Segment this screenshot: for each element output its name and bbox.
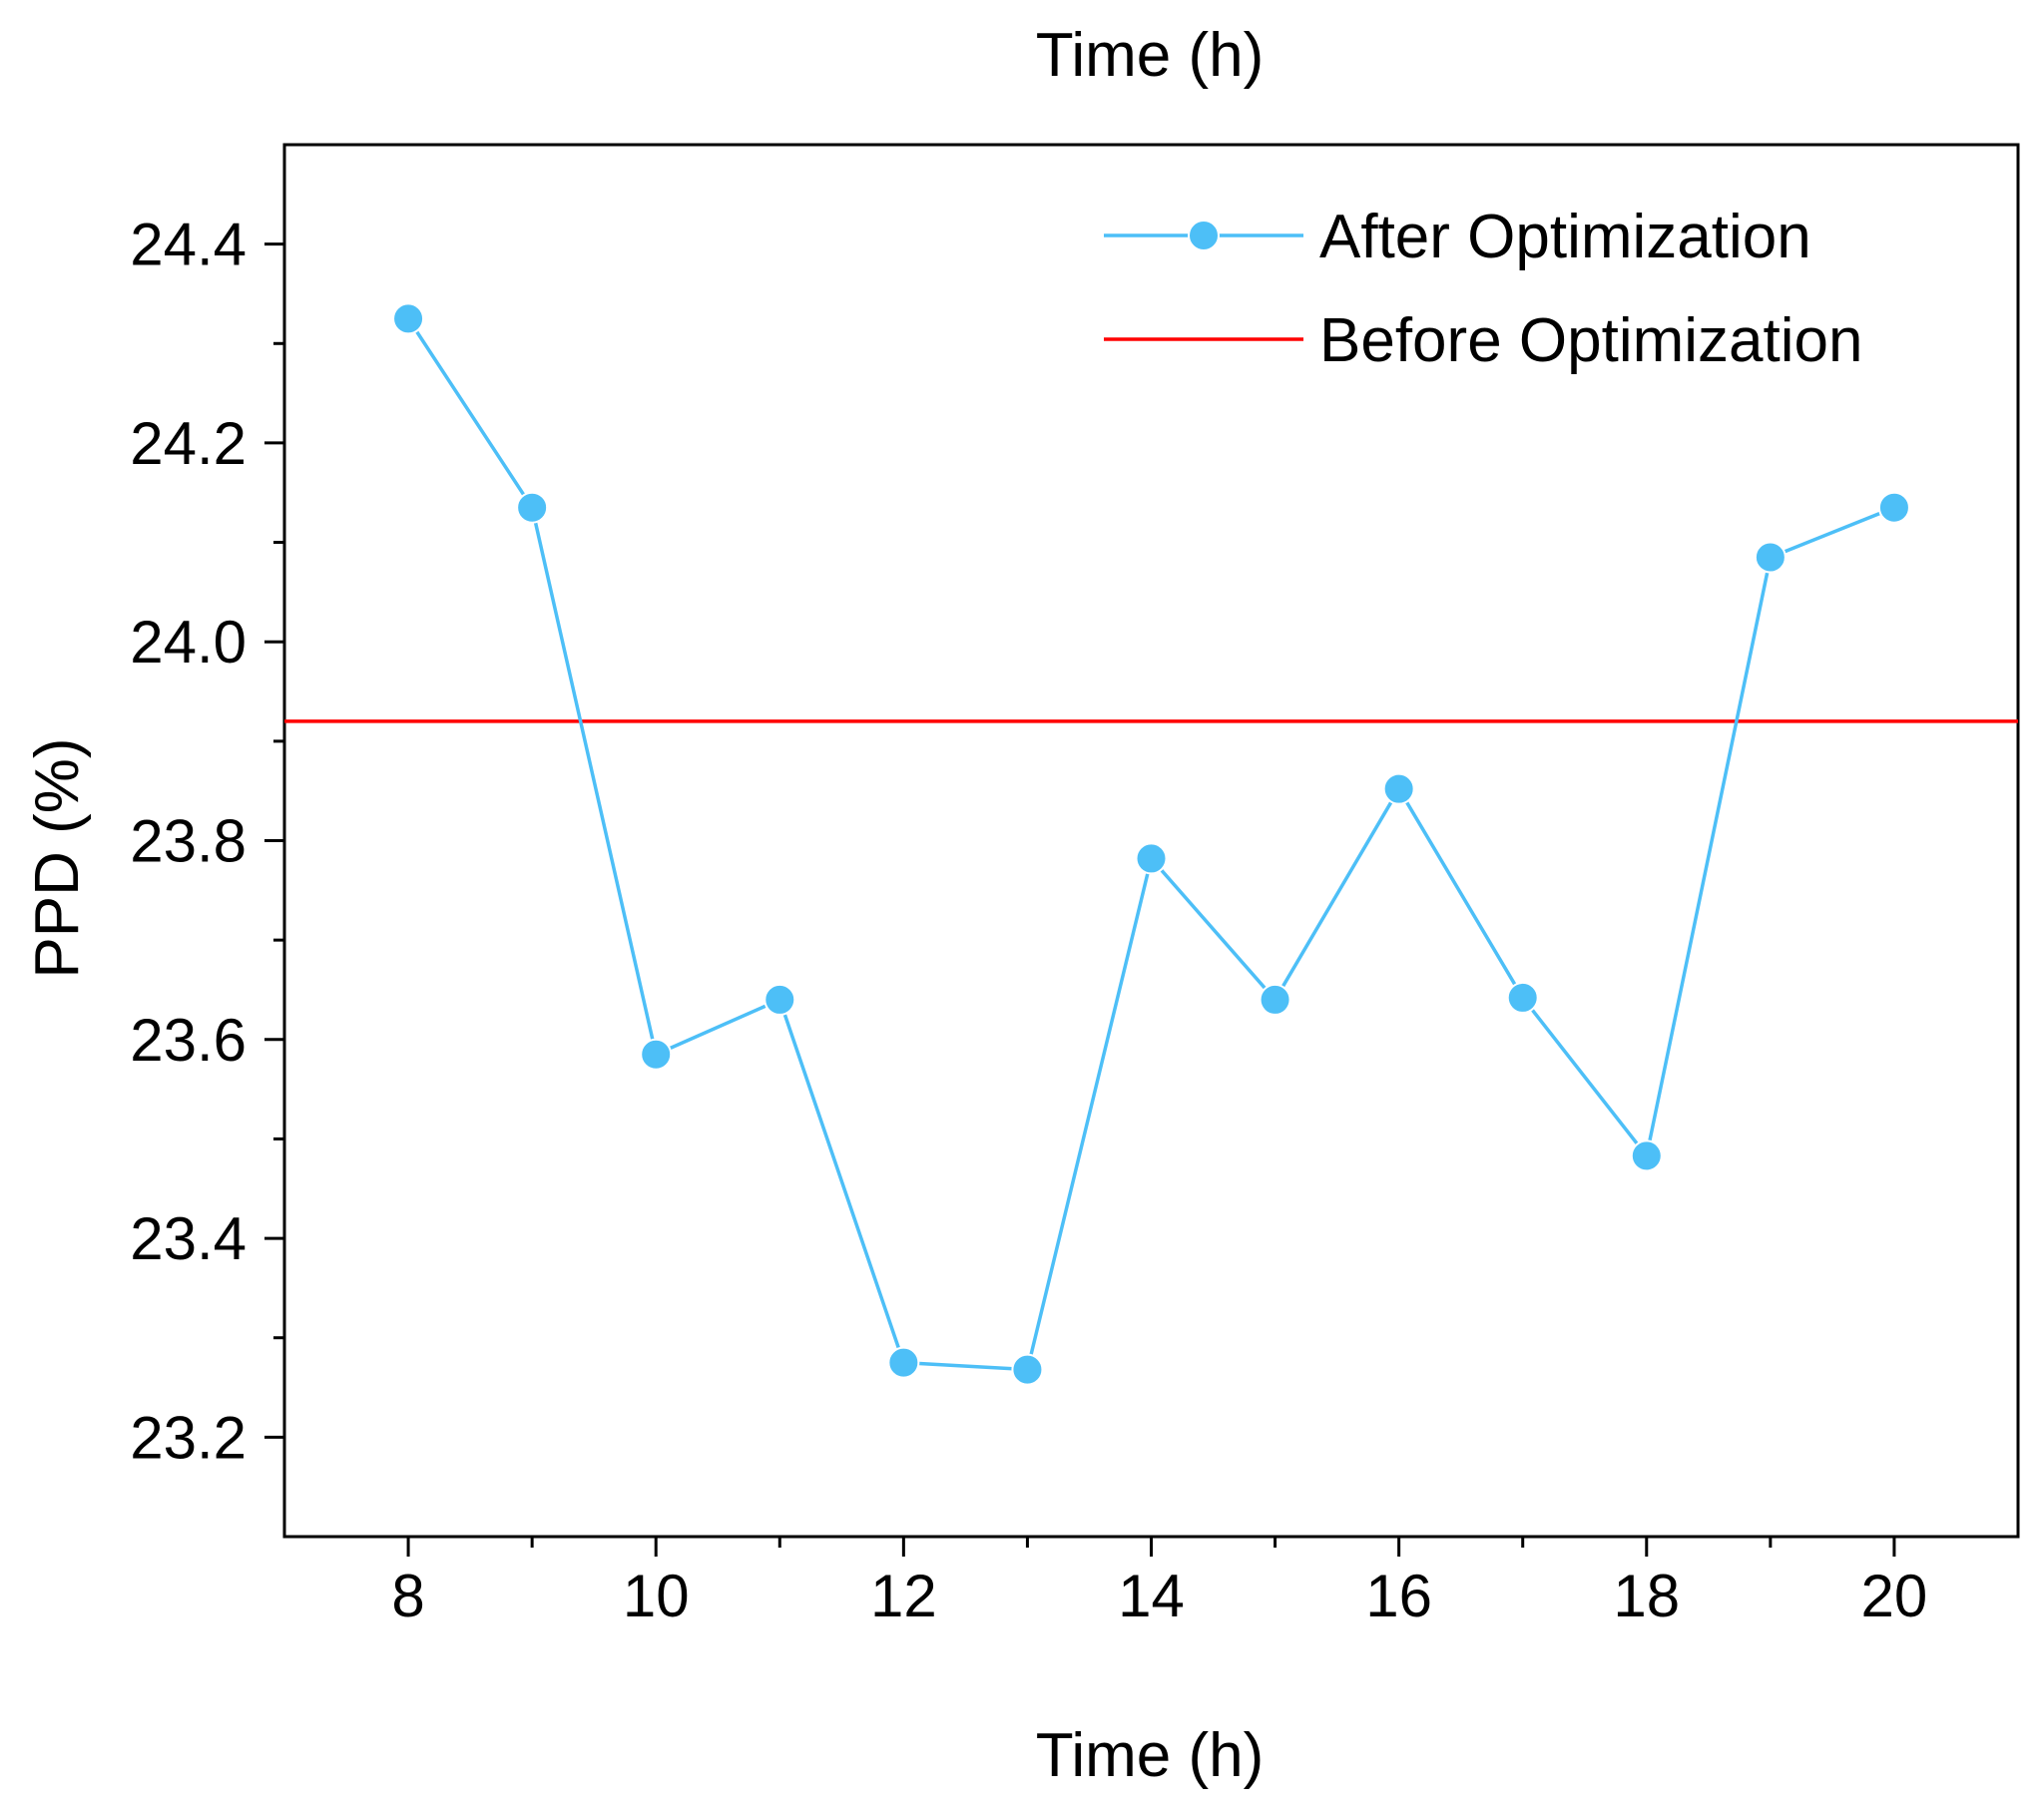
data-point xyxy=(1135,842,1168,875)
data-point xyxy=(1011,1353,1044,1386)
legend: After Optimization Before Optimization xyxy=(1104,203,1862,375)
y-tick-label: 23.8 xyxy=(130,808,247,875)
x-tick-label: 12 xyxy=(870,1563,937,1629)
y-axis-label: PPD (%) xyxy=(23,737,92,978)
axes: 8 10 12 14 16 18 20 23.2 23.4 23.6 23.8 24.0 24.2 24.… xyxy=(130,143,2020,1629)
data-point xyxy=(1754,541,1787,574)
y-tick-label: 24.4 xyxy=(130,212,247,278)
x-axis-label: Time (h) xyxy=(1036,1721,1264,1790)
data-point xyxy=(1506,981,1539,1014)
data-point xyxy=(1630,1139,1663,1172)
x-tick-label: 16 xyxy=(1365,1563,1432,1629)
data-point xyxy=(516,491,549,524)
x-tick-label: 20 xyxy=(1861,1563,1928,1629)
y-tick-label: 24.2 xyxy=(130,410,247,477)
y-tick-label: 24.0 xyxy=(130,609,247,676)
data-point xyxy=(887,1346,920,1379)
x-tick-label: 18 xyxy=(1613,1563,1680,1629)
data-point xyxy=(764,983,796,1016)
data-series xyxy=(392,302,1910,1386)
data-point xyxy=(640,1038,673,1071)
legend-label: After Optimization xyxy=(1319,203,1811,271)
chart-title: Time (h) xyxy=(1036,21,1264,90)
data-point xyxy=(392,302,425,335)
y-tick-label: 23.2 xyxy=(130,1404,247,1471)
y-tick-label: 23.6 xyxy=(130,1007,247,1074)
data-point xyxy=(1259,983,1291,1016)
legend-swatch-marker xyxy=(1188,220,1220,251)
data-point xyxy=(1877,491,1910,524)
y-tick-label: 23.4 xyxy=(130,1205,247,1272)
legend-label: Before Optimization xyxy=(1319,306,1862,375)
x-tick-label: 10 xyxy=(623,1563,690,1629)
data-point xyxy=(1382,772,1415,805)
x-tick-label: 14 xyxy=(1118,1563,1185,1629)
x-tick-label: 8 xyxy=(391,1563,424,1629)
